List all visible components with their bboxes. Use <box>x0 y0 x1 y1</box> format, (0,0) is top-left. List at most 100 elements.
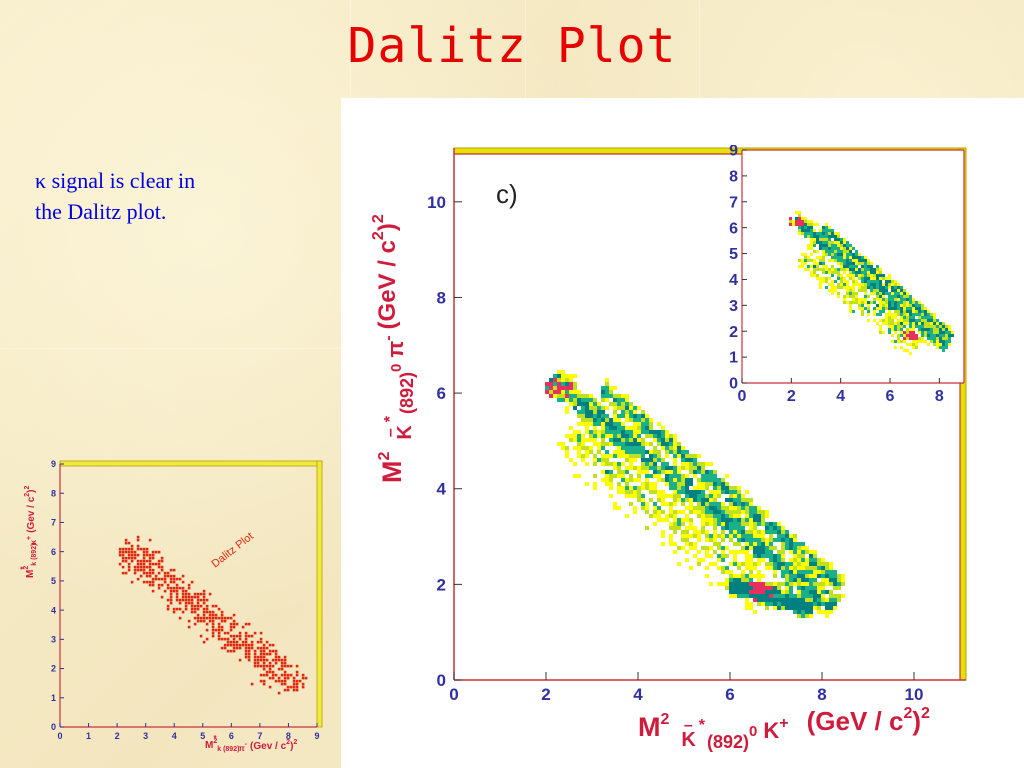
density-cell <box>876 304 879 307</box>
density-cell <box>645 450 649 454</box>
density-cell <box>657 514 661 518</box>
density-cell <box>745 586 749 590</box>
density-cell <box>593 458 597 462</box>
texture-seam-4 <box>699 0 700 98</box>
density-cell <box>915 301 918 304</box>
density-cell <box>661 466 665 470</box>
scatter-point <box>142 580 146 584</box>
density-cell <box>689 510 693 514</box>
density-cell <box>745 518 749 522</box>
density-cell <box>765 582 769 586</box>
density-cell <box>894 325 897 328</box>
scatter-point <box>172 577 176 581</box>
scatter-point <box>172 607 176 611</box>
scatter-point <box>250 640 254 644</box>
density-cell <box>817 574 821 578</box>
density-cell <box>855 283 858 286</box>
density-cell <box>709 510 713 514</box>
density-cell <box>816 238 819 241</box>
density-cell <box>821 562 825 566</box>
density-cell <box>585 430 589 434</box>
density-cell <box>669 470 673 474</box>
density-cell <box>785 566 789 570</box>
density-cell <box>797 590 801 594</box>
scatter-point <box>235 622 239 626</box>
density-cell <box>677 486 681 490</box>
scatter-point <box>121 559 125 563</box>
density-cell <box>597 406 601 410</box>
scatter-point <box>181 598 185 602</box>
y-tick-label: 0 <box>437 671 446 690</box>
density-cell <box>717 518 721 522</box>
density-cell <box>625 458 629 462</box>
density-cell <box>673 522 677 526</box>
density-cell <box>693 470 697 474</box>
scatter-point <box>232 640 236 644</box>
density-cell <box>565 446 569 450</box>
scatter-point <box>259 673 263 677</box>
density-cell <box>701 546 705 550</box>
density-cell <box>721 582 725 586</box>
density-cell <box>609 434 613 438</box>
density-cell <box>837 286 840 289</box>
density-cell <box>817 586 821 590</box>
density-cell <box>585 414 589 418</box>
scatter-point <box>190 601 194 605</box>
density-cell <box>621 406 625 410</box>
scatter-point <box>169 589 173 593</box>
density-cell <box>653 506 657 510</box>
density-cell <box>753 538 757 542</box>
density-cell <box>577 394 581 398</box>
density-cell <box>625 490 629 494</box>
density-cell <box>785 562 789 566</box>
density-cell <box>753 566 757 570</box>
density-cell <box>945 337 948 340</box>
density-cell <box>561 382 565 386</box>
scatter-point <box>205 628 209 632</box>
y-tick-label: 4 <box>437 480 447 499</box>
density-cell <box>900 334 903 337</box>
density-cell <box>581 394 585 398</box>
density-cell <box>669 506 673 510</box>
density-cell <box>573 406 577 410</box>
density-cell <box>810 223 813 226</box>
density-hot-cell <box>753 582 757 586</box>
scatter-point <box>202 610 206 614</box>
scatter-point <box>181 592 185 596</box>
density-cell <box>840 277 843 280</box>
scatter-point <box>169 586 173 590</box>
scatter-point <box>124 550 128 554</box>
density-cell <box>793 598 797 602</box>
density-cell <box>888 277 891 280</box>
density-cell <box>741 522 745 526</box>
scatter-point <box>292 679 296 683</box>
density-cell <box>906 298 909 301</box>
density-cell <box>653 522 657 526</box>
density-cell <box>833 570 837 574</box>
density-cell <box>867 295 870 298</box>
density-cell <box>613 414 617 418</box>
density-cell <box>897 340 900 343</box>
scatter-point <box>286 673 290 677</box>
scatter-point <box>223 631 227 635</box>
density-cell <box>846 292 849 295</box>
density-cell <box>936 325 939 328</box>
density-cell <box>721 534 725 538</box>
y-tick-label: 8 <box>729 168 738 185</box>
density-cell <box>741 538 745 542</box>
density-cell <box>831 271 834 274</box>
density-cell <box>713 494 717 498</box>
scatter-point <box>172 580 176 584</box>
density-cell <box>822 235 825 238</box>
scatter-point <box>178 577 182 581</box>
density-cell <box>737 582 741 586</box>
density-cell <box>669 534 673 538</box>
scatter-point <box>175 589 179 593</box>
density-hot-cell <box>549 386 553 390</box>
density-cell <box>903 307 906 310</box>
density-cell <box>721 486 725 490</box>
density-cell <box>915 340 918 343</box>
density-cell <box>721 482 725 486</box>
density-cell <box>801 586 805 590</box>
density-cell <box>605 470 609 474</box>
